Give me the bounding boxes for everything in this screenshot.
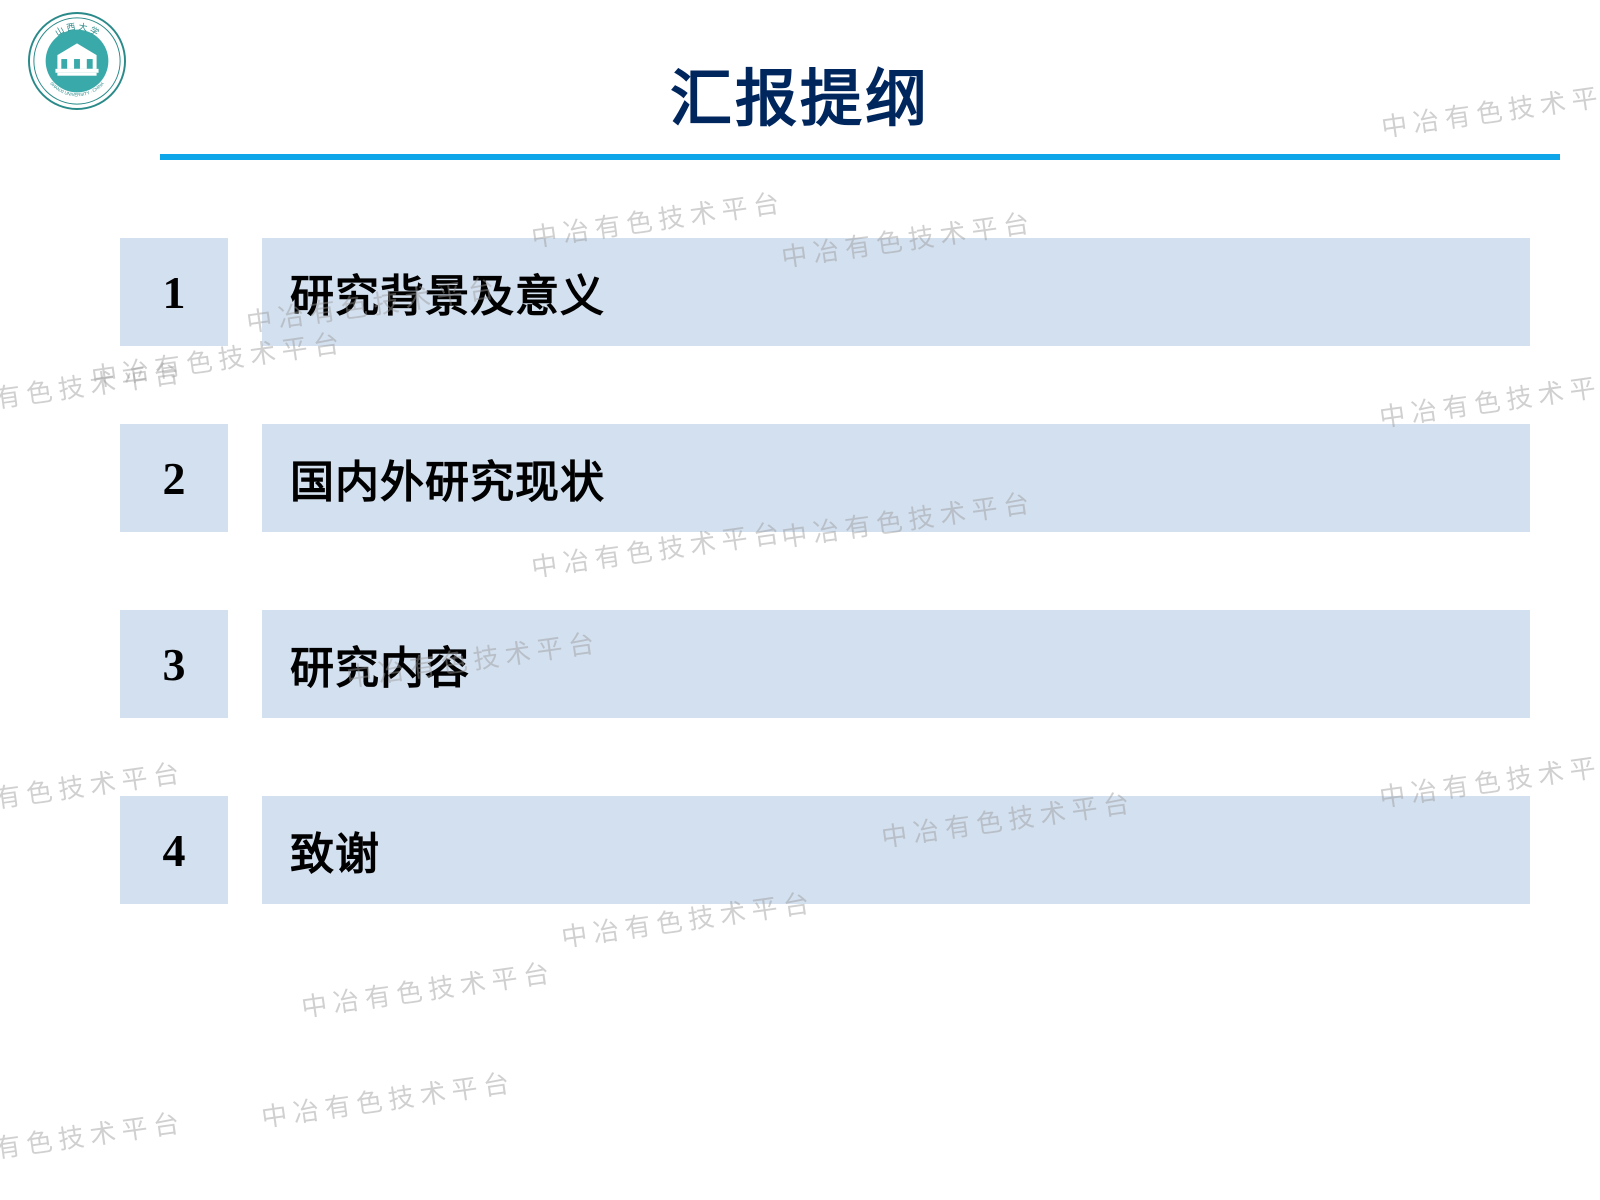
outline-item: 3 研究内容: [120, 610, 1530, 718]
outline-item: 4 致谢: [120, 796, 1530, 904]
page-title: 汇报提纲: [20, 48, 1580, 138]
outline-item-number: 2: [120, 424, 228, 532]
outline-item-number: 4: [120, 796, 228, 904]
outline-item: 1 研究背景及意义: [120, 238, 1530, 346]
outline-item-number: 1: [120, 238, 228, 346]
outline-item-number: 3: [120, 610, 228, 718]
outline-item-label: 国内外研究现状: [262, 424, 1530, 532]
watermark-text: 中冶有色技术平台: [0, 1102, 187, 1174]
outline-item-label: 研究背景及意义: [262, 238, 1530, 346]
outline-list: 1 研究背景及意义 2 国内外研究现状 3 研究内容 4 致谢: [20, 238, 1580, 904]
title-underline: [160, 154, 1560, 160]
slide-container: 山 西 大 学 SHANXI UNIVERSITY · CHINA 汇报提纲 1…: [0, 0, 1600, 1200]
watermark-text: 中冶有色技术平台: [259, 1062, 518, 1134]
outline-item-label: 研究内容: [262, 610, 1530, 718]
outline-item: 2 国内外研究现状: [120, 424, 1530, 532]
outline-item-label: 致谢: [262, 796, 1530, 904]
university-logo: 山 西 大 学 SHANXI UNIVERSITY · CHINA: [28, 12, 126, 110]
watermark-text: 中冶有色技术平台: [299, 952, 558, 1024]
